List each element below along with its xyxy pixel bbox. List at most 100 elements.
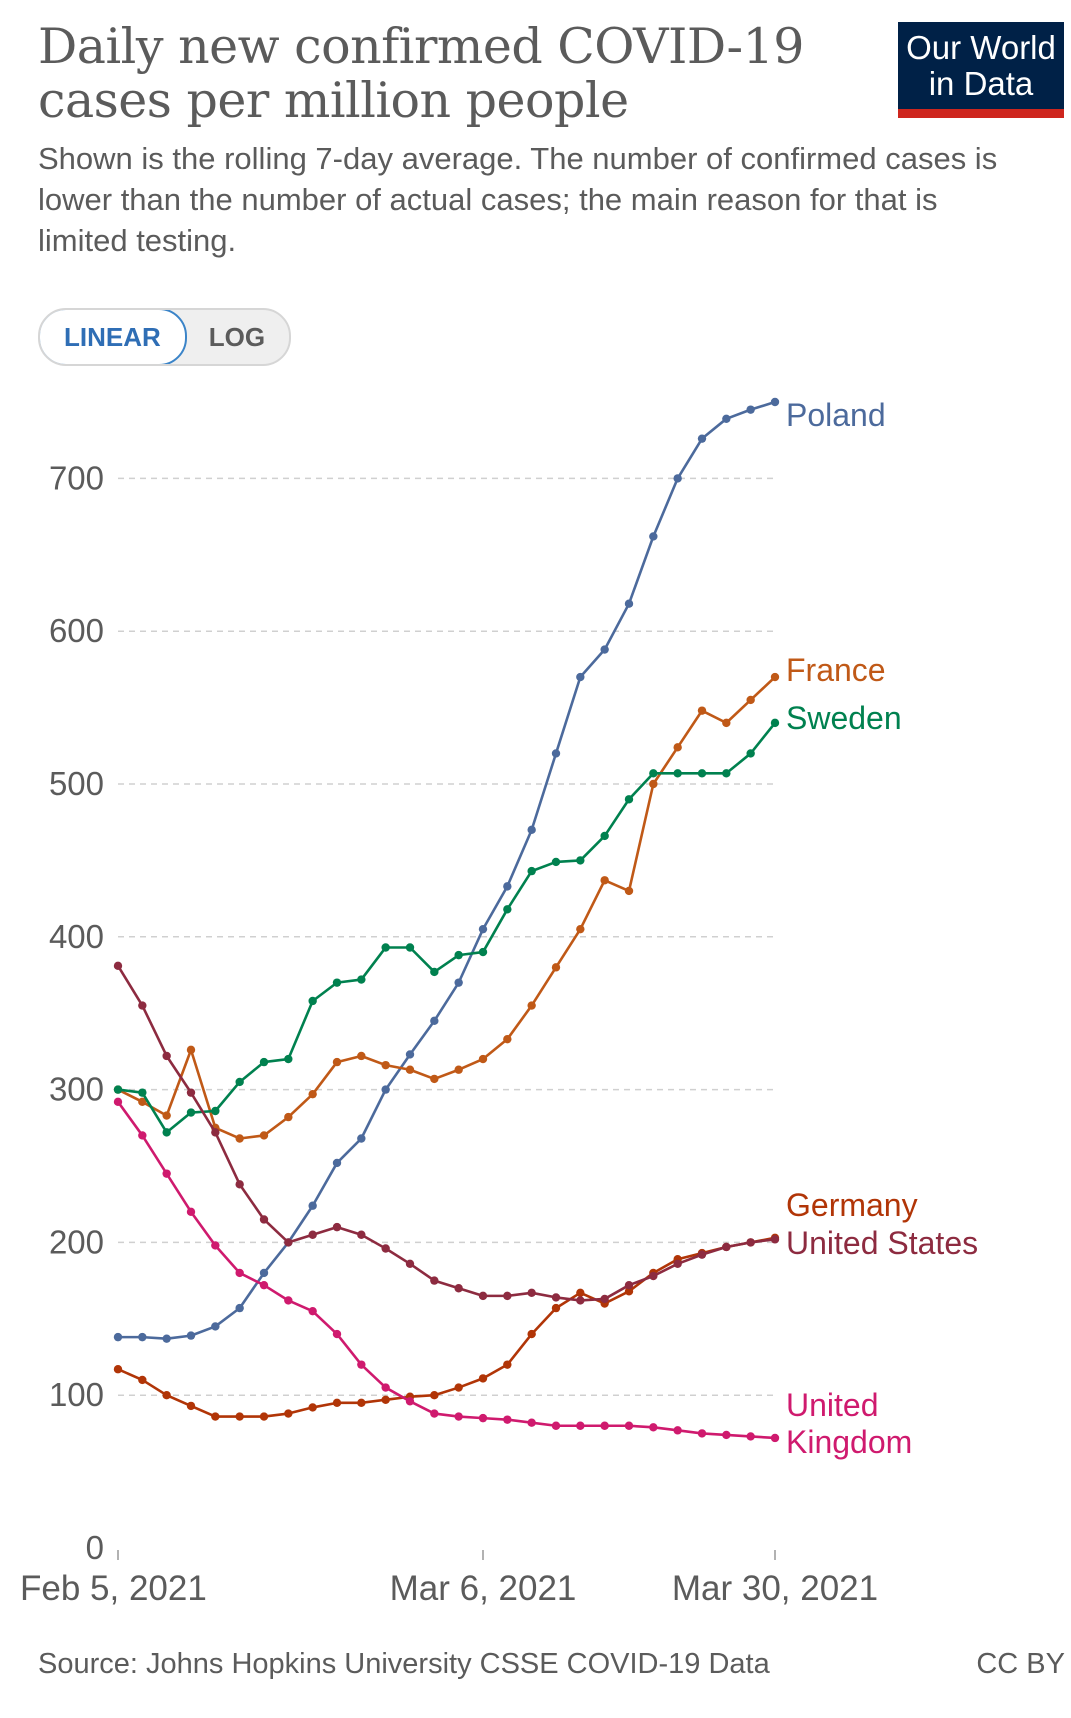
data-point bbox=[405, 1259, 415, 1268]
series-line bbox=[118, 400, 776, 1340]
data-point bbox=[551, 1293, 561, 1302]
data-point bbox=[551, 1303, 561, 1313]
data-point bbox=[332, 1329, 342, 1339]
data-point bbox=[454, 950, 463, 960]
data-point bbox=[527, 1418, 536, 1427]
data-point bbox=[527, 825, 536, 835]
data-point bbox=[381, 1244, 390, 1253]
data-point bbox=[235, 1180, 244, 1189]
data-point bbox=[624, 1421, 634, 1430]
series-label: France bbox=[786, 652, 886, 688]
data-point bbox=[770, 1235, 780, 1244]
log-scale-button[interactable]: LOG bbox=[208, 321, 266, 352]
data-point bbox=[113, 1085, 123, 1094]
data-point bbox=[211, 1106, 220, 1116]
data-point bbox=[527, 1288, 536, 1298]
data-point bbox=[138, 1131, 147, 1140]
data-point bbox=[697, 434, 707, 443]
data-point bbox=[381, 943, 390, 952]
data-point bbox=[624, 1280, 634, 1290]
series-label: Germany bbox=[786, 1187, 918, 1223]
data-point bbox=[430, 1074, 439, 1084]
x-tick-label: Feb 5, 2021 bbox=[20, 1569, 207, 1608]
x-tick-label: Mar 30, 2021 bbox=[672, 1569, 878, 1608]
data-point bbox=[430, 1391, 439, 1400]
data-point bbox=[649, 779, 658, 789]
data-point bbox=[308, 1089, 317, 1099]
data-point bbox=[503, 1360, 512, 1369]
data-point bbox=[211, 1322, 220, 1331]
data-point bbox=[308, 1306, 317, 1316]
y-tick-label: 500 bbox=[49, 765, 104, 802]
data-point bbox=[381, 1060, 390, 1070]
data-point bbox=[673, 1426, 682, 1435]
chart-title: Daily new confirmed COVID-19 cases per m… bbox=[38, 18, 804, 129]
data-point bbox=[478, 1413, 488, 1423]
data-point bbox=[113, 1097, 123, 1107]
data-point bbox=[478, 1054, 488, 1064]
data-point bbox=[162, 1128, 171, 1137]
data-point bbox=[284, 1409, 293, 1418]
data-point bbox=[576, 672, 585, 682]
data-point bbox=[284, 1054, 293, 1064]
data-point bbox=[259, 1268, 269, 1278]
data-point bbox=[308, 996, 317, 1006]
data-point bbox=[770, 718, 780, 728]
y-tick-label: 300 bbox=[49, 1071, 104, 1108]
data-point bbox=[551, 857, 561, 867]
data-point bbox=[430, 967, 439, 977]
series-label: United States bbox=[786, 1225, 978, 1261]
data-point bbox=[722, 769, 731, 778]
series-line bbox=[117, 722, 777, 1134]
data-point bbox=[697, 706, 707, 715]
data-point bbox=[332, 1057, 342, 1067]
scale-toggle: LINEAR LOG bbox=[38, 308, 292, 366]
data-point bbox=[162, 1169, 171, 1178]
data-point bbox=[430, 1016, 439, 1026]
data-point bbox=[138, 1097, 147, 1107]
data-point bbox=[357, 1134, 366, 1143]
linear-scale-button[interactable]: LINEAR bbox=[40, 310, 187, 364]
data-point bbox=[259, 1215, 269, 1224]
data-point bbox=[673, 1259, 682, 1268]
data-point bbox=[284, 1296, 293, 1305]
data-point bbox=[405, 943, 415, 952]
data-point bbox=[357, 975, 366, 984]
series-line bbox=[116, 965, 776, 1302]
y-tick-label: 0 bbox=[86, 1529, 104, 1566]
series-label: Kingdom bbox=[786, 1424, 912, 1460]
data-point bbox=[186, 1207, 196, 1217]
data-point bbox=[308, 1230, 317, 1239]
data-point bbox=[649, 1271, 658, 1281]
source-note[interactable]: Source: Johns Hopkins University CSSE CO… bbox=[38, 1648, 770, 1680]
data-point bbox=[746, 749, 755, 758]
series-line bbox=[116, 1101, 776, 1440]
data-point bbox=[454, 1412, 463, 1421]
data-point bbox=[503, 1291, 512, 1301]
data-point bbox=[138, 1088, 147, 1097]
data-point bbox=[503, 882, 512, 891]
data-point bbox=[576, 1296, 585, 1305]
y-tick-label: 600 bbox=[49, 612, 104, 649]
data-point bbox=[211, 1412, 220, 1421]
data-point bbox=[722, 718, 731, 728]
series-line bbox=[117, 676, 776, 1140]
data-point bbox=[600, 1294, 609, 1304]
x-tick-label: Mar 6, 2021 bbox=[390, 1569, 577, 1608]
y-tick-label: 100 bbox=[49, 1376, 104, 1413]
data-point bbox=[357, 1398, 366, 1408]
line-chart: 0 100 200 300 400 500 600 700 Feb 5, 2021 Mar 6, … bbox=[20, 397, 978, 1608]
owid-logo[interactable]: Our World in Data bbox=[898, 22, 1064, 118]
data-point bbox=[697, 1250, 707, 1259]
data-point bbox=[138, 1375, 147, 1385]
data-point bbox=[624, 795, 634, 804]
data-point bbox=[113, 1365, 123, 1374]
data-point bbox=[186, 1088, 196, 1097]
data-point bbox=[454, 1383, 463, 1392]
data-point bbox=[405, 1065, 415, 1074]
data-point bbox=[113, 1332, 123, 1342]
data-point bbox=[162, 1111, 171, 1120]
license-label[interactable]: CC BY bbox=[976, 1648, 1065, 1680]
data-point bbox=[649, 769, 658, 778]
data-point bbox=[551, 1421, 561, 1430]
